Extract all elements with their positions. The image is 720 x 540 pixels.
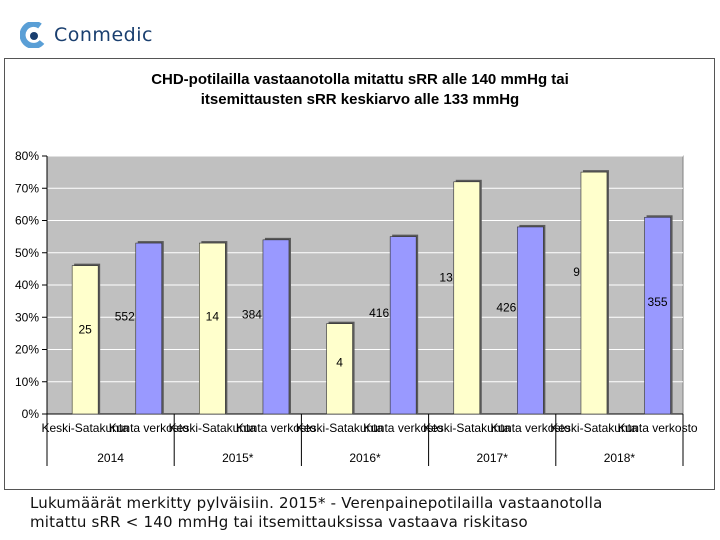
bar bbox=[644, 216, 671, 415]
data-label: 14 bbox=[206, 310, 220, 324]
conmedic-logo-icon bbox=[20, 22, 45, 48]
bar bbox=[71, 265, 99, 415]
y-tick-label: 80% bbox=[15, 149, 39, 163]
y-tick-label: 50% bbox=[15, 246, 39, 260]
x-category-label: Keski-Satakunta bbox=[296, 421, 384, 435]
x-category-label: Keski-Satakunta bbox=[550, 421, 638, 435]
x-category-label: Kunta verkosto bbox=[490, 421, 570, 435]
bar bbox=[199, 242, 226, 415]
x-year-label: 2015* bbox=[222, 451, 254, 465]
chart-title-line: CHD-potilailla vastaanotolla mitattu sRR… bbox=[151, 71, 569, 88]
data-label: 25 bbox=[78, 322, 92, 336]
footnote-line-2: mitattu sRR < 140 mmHg tai itsemittauksi… bbox=[30, 513, 528, 531]
y-tick-label: 40% bbox=[15, 278, 39, 292]
y-tick-label: 0% bbox=[22, 407, 40, 421]
chart-title-line: itsemittausten sRR keskiarvo alle 133 mm… bbox=[201, 91, 519, 108]
bar bbox=[326, 323, 353, 415]
data-label: 426 bbox=[496, 300, 516, 314]
x-year-label: 2017* bbox=[477, 451, 509, 465]
bar bbox=[389, 236, 417, 415]
logo-text: Conmedic bbox=[54, 24, 153, 46]
y-tick-label: 70% bbox=[15, 181, 39, 195]
bar bbox=[262, 239, 290, 415]
x-category-label: Kunta verkosto bbox=[618, 421, 698, 435]
y-tick-label: 10% bbox=[15, 375, 39, 389]
data-label: 9 bbox=[573, 265, 580, 279]
y-tick-label: 60% bbox=[15, 214, 39, 228]
bar bbox=[453, 181, 481, 415]
x-category-label: Kunta verkosto bbox=[363, 421, 443, 435]
x-category-label: Kunta verkosto bbox=[236, 421, 316, 435]
x-category-label: Keski-Satakunta bbox=[169, 421, 257, 435]
x-year-label: 2016* bbox=[349, 451, 381, 465]
bar bbox=[580, 171, 608, 415]
y-tick-label: 20% bbox=[15, 343, 39, 357]
data-label: 13 bbox=[439, 271, 453, 285]
x-category-label: Keski-Satakunta bbox=[41, 421, 129, 435]
logo: Conmedic bbox=[20, 20, 153, 50]
footnote: Lukumäärät merkitty pylväisiin. 2015* - … bbox=[30, 494, 710, 532]
x-category-label: Keski-Satakunta bbox=[423, 421, 511, 435]
data-label: 552 bbox=[115, 310, 135, 324]
x-year-label: 2018* bbox=[604, 451, 636, 465]
bar bbox=[517, 226, 544, 415]
bar bbox=[135, 242, 163, 415]
data-label: 355 bbox=[648, 295, 668, 309]
data-label: 416 bbox=[369, 306, 389, 320]
footnote-line-1: Lukumäärät merkitty pylväisiin. 2015* - … bbox=[30, 494, 603, 512]
y-tick-label: 30% bbox=[15, 310, 39, 324]
data-label: 4 bbox=[336, 356, 343, 370]
x-year-label: 2014 bbox=[97, 451, 124, 465]
x-category-label: Kunta verkosto bbox=[109, 421, 189, 435]
data-label: 384 bbox=[242, 308, 262, 322]
